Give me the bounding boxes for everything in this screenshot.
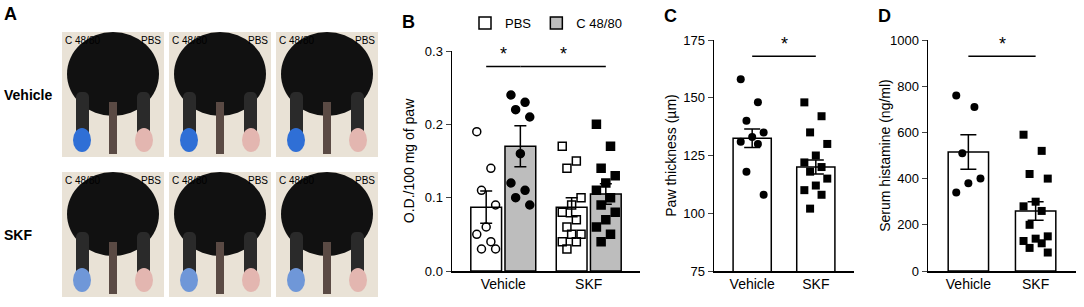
svg-text:Vehicle: Vehicle [481, 276, 526, 292]
svg-text:*: * [999, 34, 1006, 54]
svg-text:SKF: SKF [575, 276, 602, 292]
svg-text:C 48/80: C 48/80 [65, 35, 100, 46]
svg-text:C 48/80: C 48/80 [279, 175, 314, 186]
svg-text:Vehicle: Vehicle [946, 276, 991, 292]
svg-text:C 48/80: C 48/80 [65, 175, 100, 186]
svg-text:C 48/80: C 48/80 [576, 16, 622, 31]
svg-text:100: 100 [683, 206, 705, 221]
svg-text:*: * [560, 44, 567, 64]
svg-text:600: 600 [897, 125, 919, 140]
svg-text:125: 125 [683, 148, 705, 163]
svg-text:Vehicle: Vehicle [730, 276, 775, 292]
svg-text:0.0: 0.0 [425, 264, 443, 279]
svg-text:SKF: SKF [1022, 276, 1049, 292]
svg-text:PBS: PBS [355, 35, 375, 46]
svg-text:B: B [402, 12, 415, 32]
svg-text:SKF: SKF [802, 276, 829, 292]
svg-text:C 48/80: C 48/80 [172, 175, 207, 186]
svg-text:PBS: PBS [355, 175, 375, 186]
svg-text:75: 75 [690, 264, 704, 279]
svg-text:C 48/80: C 48/80 [279, 35, 314, 46]
svg-text:0.3: 0.3 [425, 44, 443, 59]
svg-text:PBS: PBS [248, 35, 268, 46]
svg-text:PBS: PBS [505, 16, 531, 31]
svg-text:*: * [500, 44, 507, 64]
svg-text:400: 400 [897, 171, 919, 186]
svg-text:PBS: PBS [141, 35, 161, 46]
svg-text:0.1: 0.1 [425, 190, 443, 205]
svg-text:*: * [781, 34, 788, 54]
svg-text:A: A [4, 4, 17, 24]
svg-text:Vehicle: Vehicle [4, 87, 52, 103]
svg-text:D: D [878, 6, 891, 26]
svg-text:O.D./100 mg of paw: O.D./100 mg of paw [401, 98, 417, 223]
svg-text:Serum histamine (ng/ml): Serum histamine (ng/ml) [877, 79, 893, 232]
svg-text:PBS: PBS [141, 175, 161, 186]
svg-text:SKF: SKF [4, 227, 32, 243]
svg-text:Paw thickness (µm): Paw thickness (µm) [663, 94, 679, 216]
svg-text:C: C [664, 6, 677, 26]
svg-text:PBS: PBS [248, 175, 268, 186]
svg-text:200: 200 [897, 217, 919, 232]
svg-text:150: 150 [683, 90, 705, 105]
svg-text:0: 0 [912, 264, 919, 279]
svg-text:1000: 1000 [890, 33, 919, 48]
svg-text:0.2: 0.2 [425, 117, 443, 132]
svg-text:800: 800 [897, 79, 919, 94]
svg-text:175: 175 [683, 33, 705, 48]
svg-text:C 48/80: C 48/80 [172, 35, 207, 46]
